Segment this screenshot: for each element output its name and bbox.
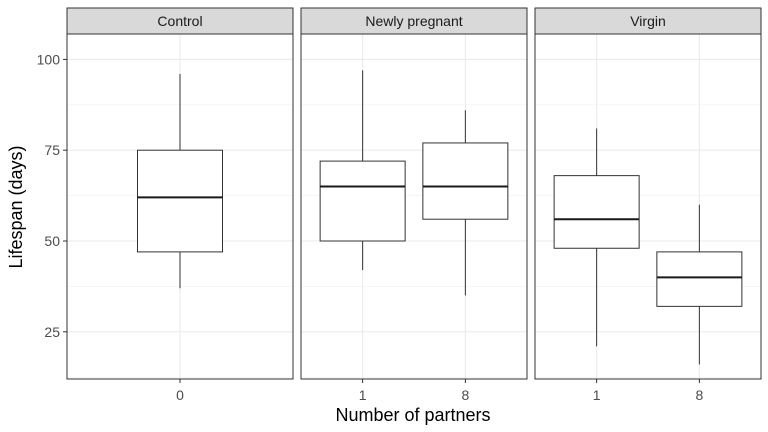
facet-strip-label: Newly pregnant xyxy=(365,13,462,29)
y-tick-label: 25 xyxy=(44,324,60,340)
box-iqr xyxy=(137,149,223,253)
box-iqr xyxy=(422,142,509,220)
facet-strips: Control Newly pregnant Virgin xyxy=(66,7,762,35)
facet-strip-label: Control xyxy=(157,13,202,29)
x-tick-label: 0 xyxy=(176,387,184,403)
box-iqr xyxy=(656,251,743,307)
facet-strip xyxy=(66,7,294,35)
axes-layer: 0 1 8 1 8 25 50 75 100 xyxy=(37,51,704,403)
x-axis-title: Number of partners xyxy=(335,405,490,425)
y-tick-label: 50 xyxy=(44,233,60,249)
panel-border xyxy=(300,33,528,380)
boxes-layer xyxy=(137,70,743,365)
y-axis-title: Lifespan (days) xyxy=(6,145,26,268)
x-tick-label: 8 xyxy=(461,387,469,403)
x-tick-label: 8 xyxy=(695,387,703,403)
y-tick-label: 100 xyxy=(37,51,61,67)
facet-strip xyxy=(534,7,762,35)
facet-strip xyxy=(300,7,528,35)
x-tick-label: 1 xyxy=(593,387,601,403)
y-tick-label: 75 xyxy=(44,142,60,158)
x-tick-label: 1 xyxy=(359,387,367,403)
box-iqr xyxy=(319,160,406,242)
panel-border xyxy=(534,33,762,380)
box-iqr xyxy=(553,175,640,249)
facet-strip-label: Virgin xyxy=(630,13,666,29)
